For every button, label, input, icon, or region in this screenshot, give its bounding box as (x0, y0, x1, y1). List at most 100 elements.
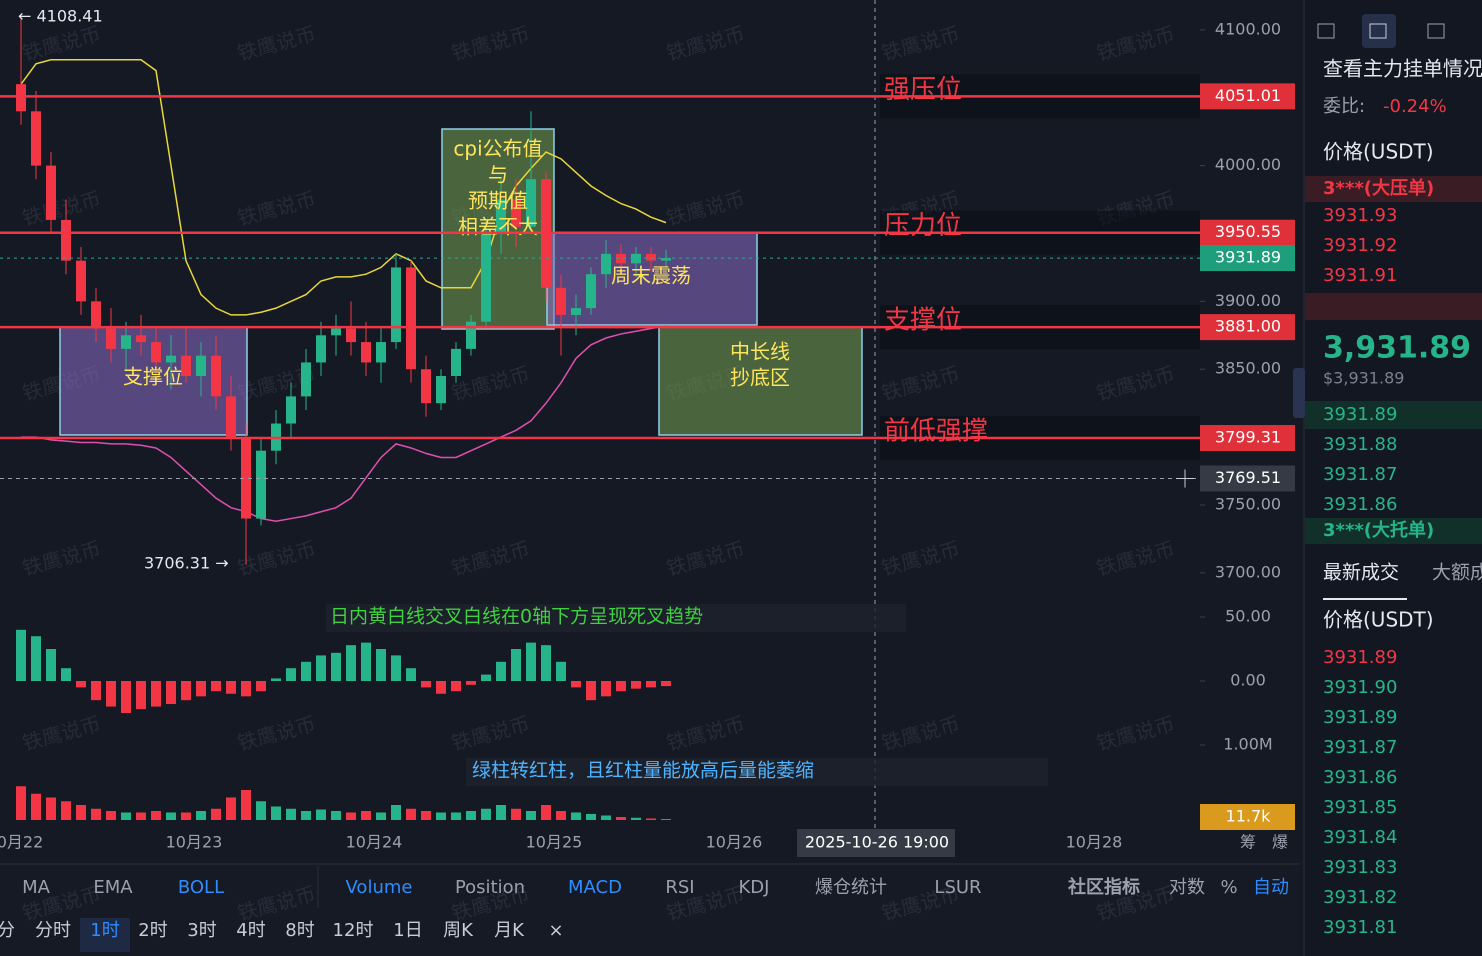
note-bg (326, 604, 906, 632)
indicator-tab[interactable]: EMA (93, 877, 133, 898)
panel-text: 查看主力挂单情况 (1323, 57, 1482, 81)
candle-body (511, 199, 521, 227)
indicator-tab[interactable]: 对数 (1169, 877, 1205, 898)
volume-bar (241, 790, 251, 820)
level-tag (1200, 83, 1295, 110)
current-price-tag (1200, 245, 1295, 272)
candle-body (661, 258, 671, 261)
macd-bar (331, 652, 341, 681)
macd-bar (271, 678, 281, 681)
panel-text[interactable]: 大额成 (1432, 562, 1482, 584)
x-tick-label: 筹 (1240, 833, 1256, 852)
volume-bar (286, 808, 296, 820)
indicator-tab[interactable]: LSUR (934, 877, 981, 898)
macd-bar (481, 674, 491, 681)
panel-text: 委比: (1323, 96, 1365, 117)
boll-line (21, 325, 667, 523)
x-tick-label: 10月28 (1066, 833, 1123, 852)
indicator-tab[interactable]: 自动 (1253, 877, 1289, 898)
macd-bar (631, 680, 641, 689)
volume-note: 绿柱转红柱，且红柱量能放高后量能萎缩 (472, 760, 814, 782)
indicator-tab[interactable]: 社区指标 (1068, 876, 1140, 898)
indicator-tab[interactable]: BOLL (178, 877, 224, 898)
interval-tab[interactable]: 3时 (187, 920, 216, 941)
icon[interactable] (1369, 23, 1387, 39)
candle-body (436, 376, 446, 404)
candle-body (421, 369, 431, 404)
volume-bar (496, 805, 506, 820)
interval-tab[interactable]: 周K (443, 920, 474, 941)
current-price-label: 3931.89 (1215, 248, 1281, 267)
candle-body (166, 355, 176, 363)
volume-bar (631, 817, 641, 820)
candle-body (181, 355, 191, 377)
volume-bar (421, 811, 431, 820)
volume-bar (571, 812, 581, 820)
volume-bar (511, 808, 521, 820)
volume-bar (181, 812, 191, 820)
volume-bar (46, 797, 56, 820)
icon[interactable] (1427, 23, 1445, 39)
volume-bar (136, 812, 146, 820)
macd-bar (301, 661, 311, 681)
indicator-tab[interactable]: 爆仓统计 (815, 877, 887, 898)
volume-bar (601, 815, 611, 820)
macd-bar (511, 649, 521, 681)
crosshair-tag (1200, 465, 1295, 492)
panel-text: $3,931.89 (1323, 369, 1404, 388)
depth-bg (1305, 401, 1482, 429)
indicator-tab[interactable]: MA (22, 877, 51, 898)
bid-big-bg (1305, 518, 1482, 544)
candle-body (571, 308, 581, 315)
volume-bar (646, 818, 656, 820)
level-tag (1200, 425, 1295, 452)
icon[interactable] (1317, 23, 1335, 39)
level-tag-label: 3799.31 (1215, 428, 1281, 447)
y-tick-label: 3750.00 (1215, 494, 1281, 513)
interval-tab[interactable]: 8时 (285, 920, 314, 941)
macd-note: 日内黄白线交叉白线在0轴下方呈现死叉趋势 (330, 606, 703, 628)
level-name: 支撑位 (884, 306, 962, 336)
collapse-handle[interactable] (1293, 368, 1305, 418)
candle-body (376, 342, 386, 363)
indicator-tab[interactable]: Volume (346, 877, 413, 898)
interval-tab[interactable]: 分 (0, 920, 15, 941)
volume-tag-label: 11.7k (1226, 807, 1272, 826)
volume-bar (526, 811, 536, 820)
indicator-tab[interactable]: RSI (665, 877, 694, 898)
interval-tab[interactable]: 1时 (90, 920, 119, 941)
candle-body (31, 111, 41, 166)
interval-tab[interactable]: 12时 (333, 920, 374, 941)
interval-tab[interactable]: 4时 (236, 920, 265, 941)
volume-bar (106, 811, 116, 820)
interval-tab[interactable]: 月K (494, 920, 525, 941)
macd-bar (556, 661, 566, 681)
indicator-tab[interactable]: KDJ (739, 877, 770, 898)
volume-bar (271, 806, 281, 820)
indicator-tab[interactable]: % (1220, 877, 1237, 898)
macd-bar (586, 680, 596, 701)
panel-text: 3931.93 (1323, 205, 1397, 226)
interval-tab[interactable]: 分时 (35, 920, 71, 941)
level-tag (1200, 314, 1295, 341)
indicator-tab[interactable]: Position (455, 877, 525, 898)
volume-bar (166, 812, 176, 820)
interval-tab[interactable]: 1日 (393, 920, 422, 941)
level-tag-label: 4051.01 (1215, 86, 1281, 105)
panel-text[interactable]: 最新成交 (1323, 562, 1399, 584)
candle-body (211, 355, 221, 397)
macd-bar (361, 642, 371, 681)
macd-bar (391, 655, 401, 681)
panel-text: 3931.86 (1323, 767, 1397, 788)
candle-body (526, 179, 536, 227)
macd-bar (226, 680, 236, 694)
macd-bar (646, 680, 656, 688)
panel-text: -0.24% (1383, 96, 1447, 117)
volume-bar (31, 793, 41, 820)
indicator-tab[interactable]: MACD (568, 877, 622, 898)
interval-tab[interactable]: 2时 (138, 920, 167, 941)
volume-bar (346, 812, 356, 820)
icon-active[interactable] (1362, 14, 1396, 48)
interval-tab[interactable]: × (548, 920, 563, 941)
macd-bar (121, 680, 131, 713)
